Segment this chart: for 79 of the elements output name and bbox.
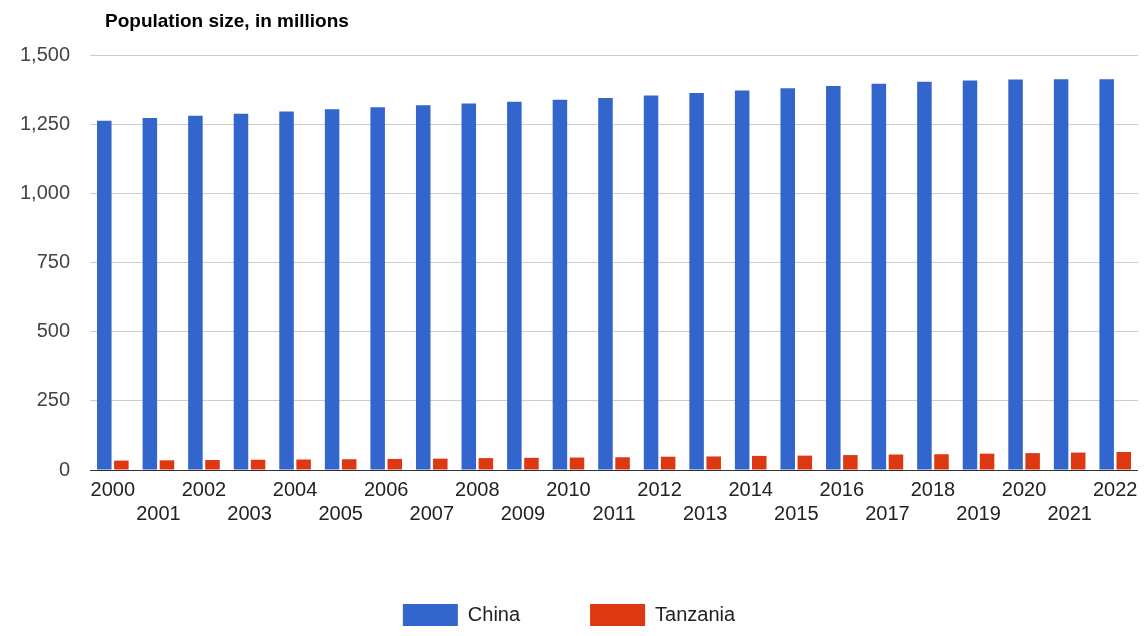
bar bbox=[250, 459, 266, 470]
bar bbox=[188, 115, 203, 470]
bar bbox=[643, 95, 659, 470]
legend-label: Tanzania bbox=[655, 602, 737, 625]
bar bbox=[415, 105, 431, 470]
y-tick-label: 1,000 bbox=[19, 180, 71, 203]
x-tick-label: 2002 bbox=[181, 477, 227, 500]
x-tick-label: 2000 bbox=[90, 477, 136, 500]
bar bbox=[826, 85, 841, 470]
y-tick-label: 1,500 bbox=[19, 42, 71, 65]
bar bbox=[660, 456, 676, 470]
bar bbox=[615, 457, 630, 470]
bar bbox=[797, 455, 813, 470]
bar bbox=[752, 455, 767, 470]
x-tick-label: 2008 bbox=[455, 477, 500, 500]
bar bbox=[1053, 79, 1069, 470]
bar bbox=[934, 454, 949, 470]
x-tick-label: 2016 bbox=[819, 477, 865, 500]
x-tick-label: 2021 bbox=[1047, 501, 1092, 524]
bar bbox=[370, 107, 385, 470]
x-tick-label: 2010 bbox=[546, 477, 591, 500]
bar bbox=[387, 458, 403, 470]
bar bbox=[888, 454, 904, 470]
bar bbox=[917, 81, 932, 470]
bar bbox=[114, 460, 129, 470]
bar bbox=[233, 113, 249, 470]
x-tick-label: 2001 bbox=[136, 501, 181, 524]
bar bbox=[296, 459, 311, 470]
x-tick-label: 2003 bbox=[227, 501, 272, 524]
x-tick-label: 2013 bbox=[682, 501, 728, 524]
bar bbox=[478, 458, 494, 470]
bar bbox=[1099, 79, 1114, 470]
x-tick-label: 2014 bbox=[728, 477, 773, 500]
x-tick-label: 2012 bbox=[637, 477, 682, 500]
y-tick-label: 750 bbox=[36, 250, 71, 273]
y-tick-label: 500 bbox=[36, 319, 71, 342]
bar bbox=[507, 101, 522, 470]
bar bbox=[159, 460, 175, 470]
bar bbox=[734, 90, 750, 470]
y-tick-label: 0 bbox=[58, 457, 71, 480]
bar bbox=[1070, 452, 1086, 470]
bar bbox=[689, 92, 704, 470]
bar bbox=[843, 455, 858, 470]
x-tick-label: 2019 bbox=[956, 501, 1001, 524]
x-tick-label: 2022 bbox=[1092, 477, 1138, 500]
bar bbox=[324, 109, 340, 470]
bar bbox=[552, 99, 568, 470]
bar bbox=[142, 118, 158, 470]
bar bbox=[962, 80, 978, 470]
x-tick-label: 2018 bbox=[910, 477, 956, 500]
x-tick-label: 2015 bbox=[774, 501, 819, 524]
bar bbox=[461, 103, 477, 470]
legend-label: China bbox=[467, 602, 521, 625]
x-tick-label: 2004 bbox=[272, 477, 318, 500]
bar bbox=[1116, 452, 1132, 470]
bar bbox=[1025, 453, 1040, 470]
chart-title: Population size, in millions bbox=[105, 10, 349, 32]
bar bbox=[205, 460, 220, 470]
bar bbox=[569, 457, 585, 470]
bar bbox=[780, 88, 795, 470]
y-tick-label: 1,250 bbox=[19, 111, 71, 134]
x-tick-label: 2006 bbox=[363, 477, 409, 500]
bar bbox=[979, 453, 995, 470]
bar bbox=[706, 456, 721, 470]
x-tick-label: 2005 bbox=[318, 501, 363, 524]
y-tick-label: 250 bbox=[36, 388, 71, 411]
x-tick-label: 2007 bbox=[409, 501, 455, 524]
x-tick-label: 2009 bbox=[500, 501, 546, 524]
bar bbox=[433, 458, 448, 470]
bar bbox=[871, 83, 887, 470]
bar bbox=[341, 459, 357, 470]
bar bbox=[279, 111, 294, 470]
x-tick-label: 2017 bbox=[865, 501, 910, 524]
x-tick-label: 2011 bbox=[592, 501, 636, 524]
bar bbox=[1008, 79, 1023, 470]
x-tick-label: 2020 bbox=[1001, 477, 1047, 500]
bar bbox=[524, 457, 539, 470]
bar bbox=[598, 97, 613, 470]
bar bbox=[97, 120, 112, 470]
